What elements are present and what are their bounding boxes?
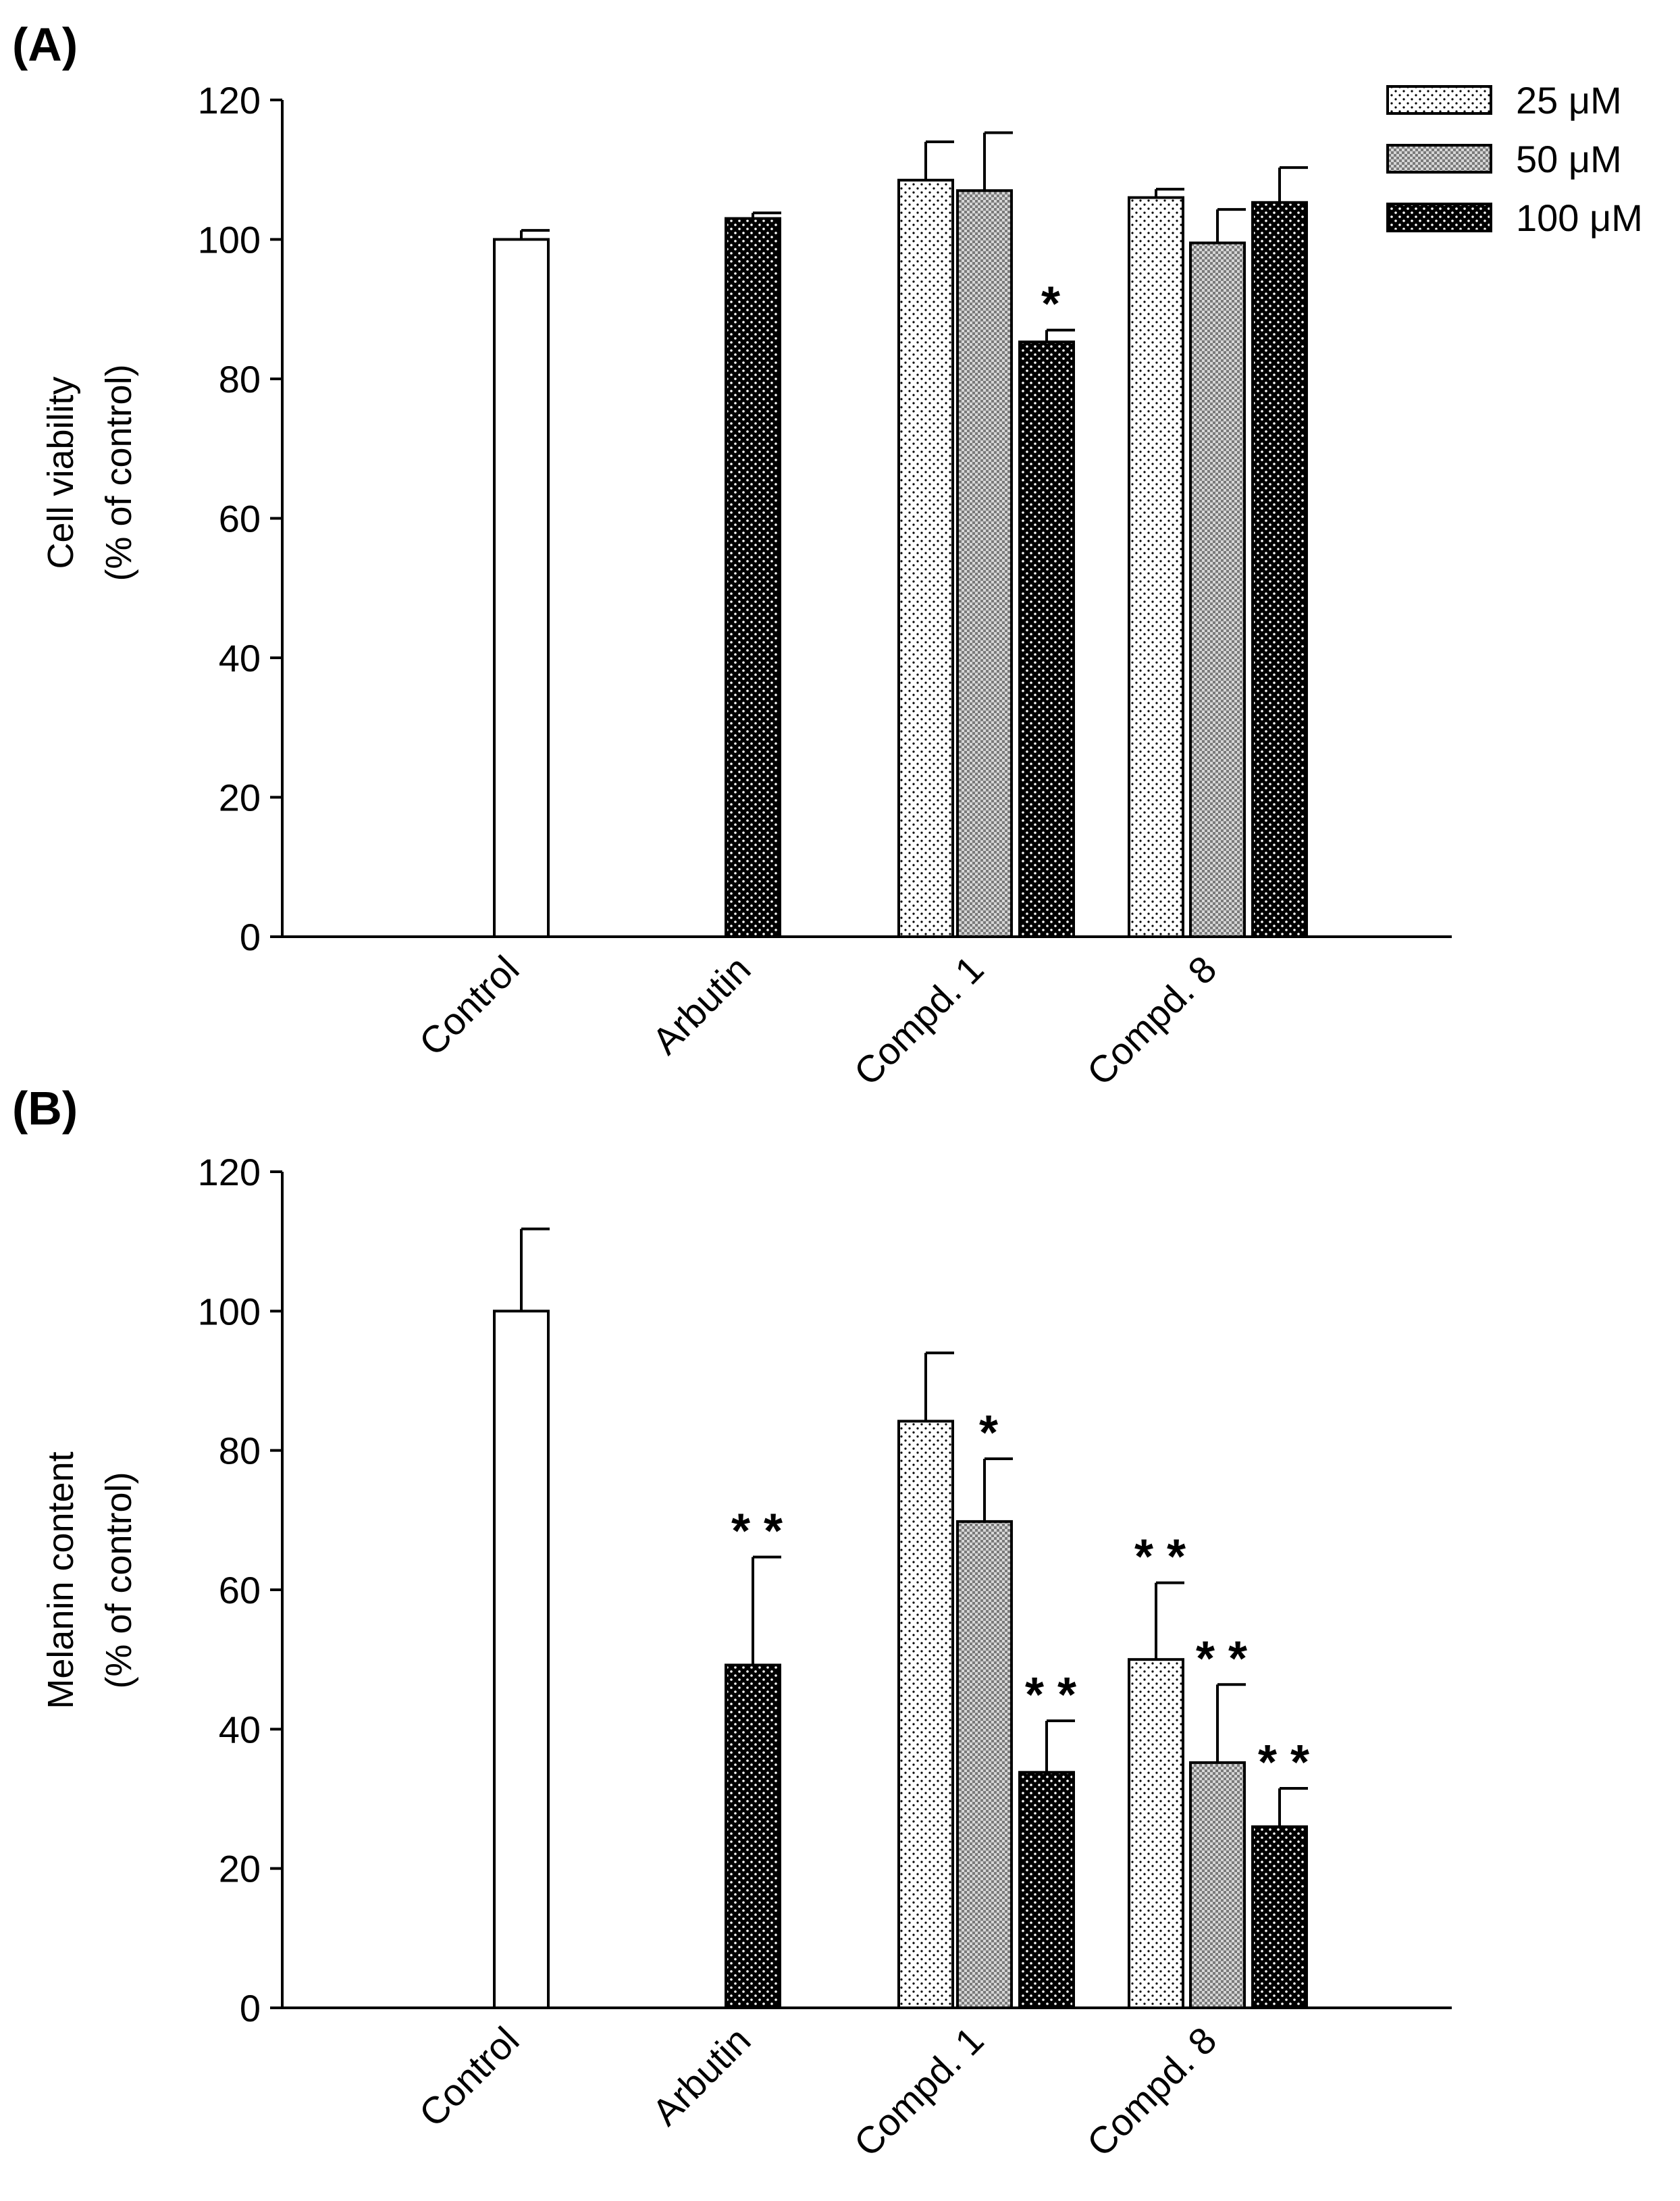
bar-compd-1-50-m [956,1520,1013,2010]
y-tick-label: 20 [219,1848,261,1890]
x-category-label: Compd. 1 [845,948,991,1093]
y-tick-label: 120 [198,79,261,122]
panel-a: (A) Cell viability (% of control) 0 20 40 6… [12,18,1452,1093]
bar-compd-8-25-m [1128,1658,1184,2010]
bar-compd-1-25-m [897,1420,954,2009]
bar-compd-8-25-m-significance: * * [1134,1530,1186,1584]
bar-compd-8-50-m [1189,1761,1246,2009]
y-axis-title-line1: Melanin content [41,1451,81,1709]
bar-compd-8-50-m-significance: * * [1196,1632,1247,1686]
y-tick-label: 0 [240,1987,261,2029]
bar-compd-8-25-m [1128,196,1184,938]
y-tick-label: 20 [219,777,261,819]
legend-swatch-100um [1386,203,1492,232]
bar-arbutin-100-m-significance: * * [731,1505,783,1559]
bar-arbutin-100-m [725,1663,781,2009]
legend-label-25um: 25 μM [1516,79,1622,122]
bar-compd-1-25-m [897,178,954,938]
y-tick-label: 60 [219,1569,261,1611]
y-tick-label: 100 [198,1290,261,1332]
bar-compd-8-100-m [1251,1825,1308,2009]
y-tick-label: 40 [219,1708,261,1751]
legend-swatch-25um [1386,85,1492,115]
bar-compd-1-100-m [1018,1771,1075,2009]
bar-compd-1-50-m-significance: * [979,1406,998,1460]
bar-compd-1-50-m [956,189,1013,939]
bar-compd-8-100-m [1251,201,1308,939]
y-tick-label: 120 [198,1151,261,1193]
panel-label: (B) [12,1082,78,1135]
y-axis-title-line2: (% of control) [99,364,139,581]
panel-b: (B) Melanin content (% of control) 0 20 40… [12,1082,1452,2165]
x-category-label: Arbutin [644,948,758,1062]
bar-control-control [493,1310,550,2009]
x-category-label: Control [411,2019,527,2135]
bar-compd-1-100-m-significance: * * [1025,1668,1076,1722]
y-tick-label: 80 [219,1430,261,1472]
y-tick-label: 0 [240,916,261,958]
x-category-label: Compd. 8 [1078,2019,1224,2165]
x-category-label: Compd. 8 [1078,948,1224,1093]
bar-compd-8-50-m [1189,241,1246,939]
y-tick-label: 100 [198,219,261,261]
panel-label: (A) [12,18,78,71]
bar-control-control [493,238,550,938]
y-tick-label: 80 [219,358,261,400]
legend-swatch-50um [1386,144,1492,174]
bar-compd-1-100-m [1018,340,1075,938]
y-tick-label: 40 [219,637,261,679]
bar-arbutin-100-m [725,217,781,938]
bar-compd-8-100-m-significance: * * [1258,1736,1309,1790]
legend-label-50um: 50 μM [1516,138,1622,180]
x-category-label: Control [411,948,527,1064]
y-axis-title-line1: Cell viability [41,376,81,569]
legend-label-100um: 100 μM [1516,197,1643,239]
x-category-label: Compd. 1 [845,2019,991,2165]
y-axis-title-line2: (% of control) [99,1472,139,1688]
y-tick-label: 60 [219,498,261,540]
x-category-label: Arbutin [644,2019,758,2133]
legend: 25 μM 50 μM 100 μM [1386,79,1643,239]
bar-compd-1-100-m-significance: * [1041,278,1060,332]
